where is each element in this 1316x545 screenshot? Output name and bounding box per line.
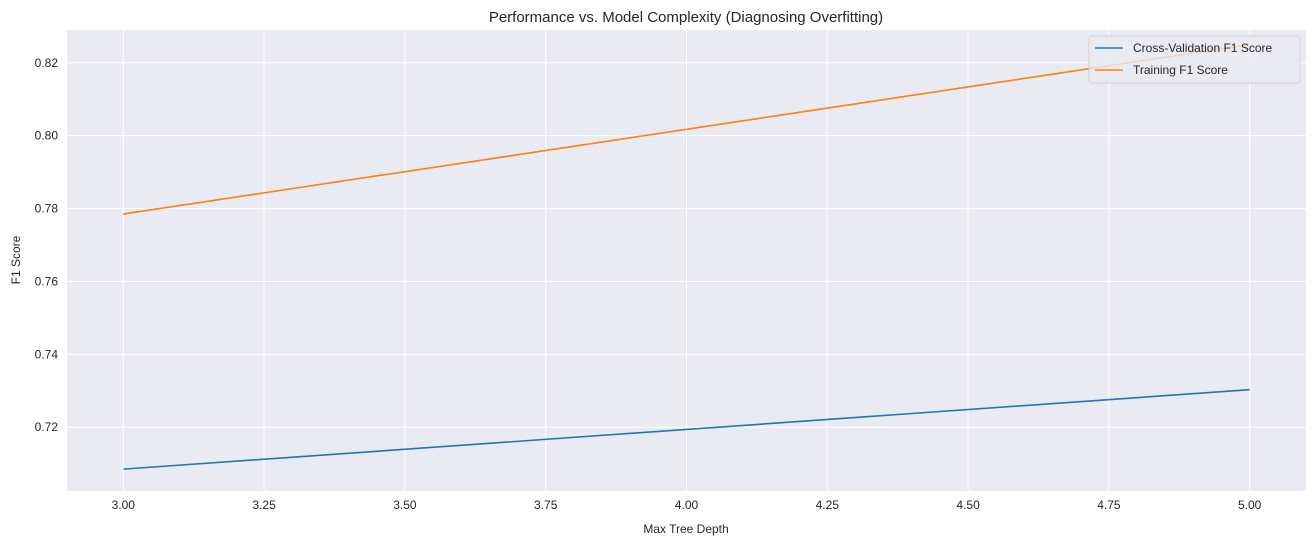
y-axis-ticks: 0.72 0.74 0.76 0.78 0.80 0.82 xyxy=(35,56,59,434)
x-axis-label: Max Tree Depth xyxy=(643,522,728,536)
legend: Cross-Validation F1 Score Training F1 Sc… xyxy=(1088,35,1301,84)
x-axis-ticks: 3.00 3.25 3.50 3.75 4.00 4.25 4.50 4.75 5.00 xyxy=(112,498,1262,512)
legend-label-cv: Cross-Validation F1 Score xyxy=(1133,41,1272,55)
x-tick-label: 4.50 xyxy=(956,498,980,512)
y-tick-label: 0.72 xyxy=(35,420,59,434)
y-axis-label: F1 Score xyxy=(9,235,23,284)
legend-box xyxy=(1088,35,1301,84)
legend-label-training: Training F1 Score xyxy=(1133,63,1228,77)
x-tick-label: 4.00 xyxy=(675,498,699,512)
y-tick-label: 0.78 xyxy=(35,202,59,216)
x-tick-label: 3.25 xyxy=(252,498,276,512)
x-tick-label: 3.75 xyxy=(534,498,558,512)
x-tick-label: 3.50 xyxy=(393,498,417,512)
chart-title: Performance vs. Model Complexity (Diagno… xyxy=(489,9,883,26)
x-tick-label: 3.00 xyxy=(112,498,136,512)
x-tick-label: 5.00 xyxy=(1238,498,1262,512)
x-tick-label: 4.75 xyxy=(1097,498,1121,512)
y-tick-label: 0.74 xyxy=(35,347,59,361)
series-line-training xyxy=(123,43,1250,215)
series-line-cross-validation xyxy=(123,388,1250,470)
series-lines xyxy=(123,43,1250,470)
x-tick-label: 4.25 xyxy=(816,498,840,512)
y-tick-label: 0.82 xyxy=(35,56,59,70)
y-tick-label: 0.80 xyxy=(35,129,59,143)
grid xyxy=(67,30,1306,491)
y-tick-label: 0.76 xyxy=(35,274,59,288)
